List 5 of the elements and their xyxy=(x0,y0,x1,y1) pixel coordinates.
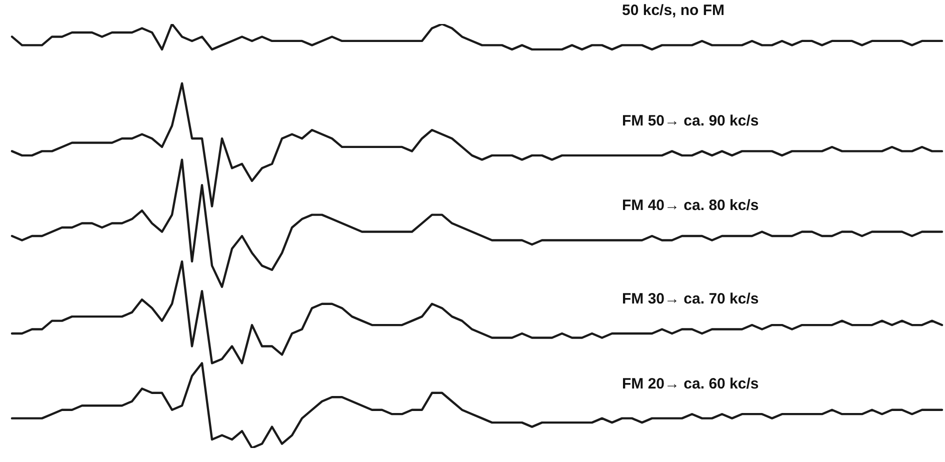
series-label: 50 kc/s, no FM xyxy=(622,2,725,20)
series-label: FM 50→ ca. 90 kc/s xyxy=(622,112,759,130)
series-label: FM 40→ ca. 80 kc/s xyxy=(622,197,759,214)
series-label: FM 20→ ca. 60 kc/s xyxy=(622,375,759,392)
series-label: FM 30→ ca. 70 kc/s xyxy=(622,290,759,308)
